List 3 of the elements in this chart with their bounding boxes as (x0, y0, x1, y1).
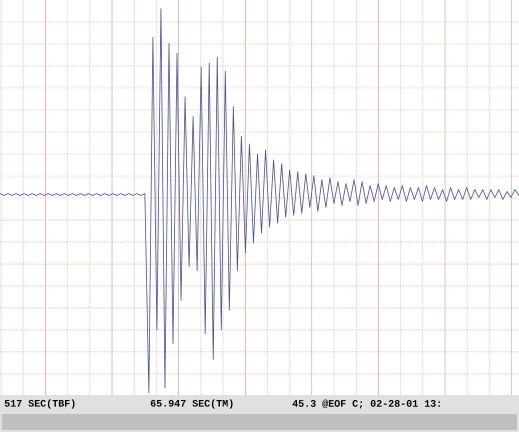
text: 65.947 SEC(TM) (150, 399, 233, 409)
text: 45.3 @EOF C; 02-28-01 13: (292, 399, 440, 409)
text: 517 SEC(TBF) (4, 399, 75, 409)
